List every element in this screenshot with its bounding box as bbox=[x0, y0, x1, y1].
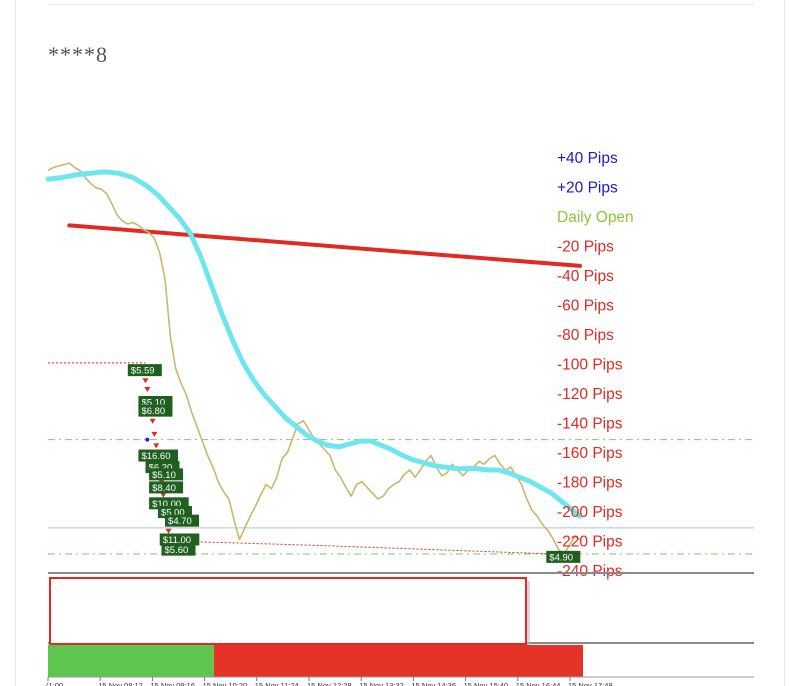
pip-level-label: -160 Pips bbox=[557, 445, 623, 462]
pip-level-label: -20 Pips bbox=[557, 239, 614, 256]
profit-tag-label: $16.60 bbox=[141, 451, 170, 462]
info-box bbox=[49, 577, 527, 645]
profit-tag-background bbox=[165, 514, 200, 527]
pip-level-label: +40 Pips bbox=[557, 150, 618, 167]
trade-connector-line bbox=[168, 540, 552, 555]
sell-marker bbox=[142, 378, 149, 384]
red-bar-segment bbox=[213, 645, 583, 677]
pip-level-label: -120 Pips bbox=[557, 386, 623, 403]
profit-tag: $4.70 bbox=[165, 514, 200, 527]
profit-tag: $5.60 bbox=[161, 543, 196, 556]
profit-tag-label: $5.59 bbox=[131, 366, 155, 377]
profit-tag-background bbox=[159, 533, 200, 546]
moving-average-line bbox=[45, 169, 583, 519]
profit-tag: $11.00 bbox=[159, 533, 200, 546]
profit-tag-label: $6.80 bbox=[141, 406, 165, 417]
post-caption: ****8 bbox=[48, 42, 108, 67]
x-tick-label: 15 Nov 16:44 bbox=[516, 681, 561, 686]
profit-tag-label: $11.00 bbox=[163, 535, 191, 546]
profit-tag: $6.80 bbox=[138, 404, 173, 417]
profit-tag-background bbox=[127, 364, 162, 377]
profit-tag-label: $4.90 bbox=[549, 552, 573, 563]
x-tick-label: (1:00 bbox=[46, 681, 63, 686]
x-tick-label: 15 Nov 11:24 bbox=[255, 681, 299, 686]
profit-tag-label: $4.70 bbox=[168, 516, 192, 527]
profit-tag-label: $5.60 bbox=[164, 545, 188, 556]
profit-tag: $5.59 bbox=[127, 364, 162, 377]
pip-level-label: -180 Pips bbox=[557, 475, 623, 492]
trend-line bbox=[67, 223, 582, 268]
profit-tag: $5.10 bbox=[149, 468, 184, 481]
pip-level-label: Daily Open bbox=[557, 209, 634, 226]
green-bar-segment bbox=[48, 645, 214, 677]
profit-tag-label: $5.10 bbox=[152, 470, 176, 481]
x-tick-label: 15 Nov 15:40 bbox=[464, 681, 509, 686]
profit-tag-background bbox=[138, 449, 179, 462]
pip-level-label: -220 Pips bbox=[557, 534, 623, 551]
pip-level-label: -200 Pips bbox=[557, 504, 623, 521]
sell-marker bbox=[165, 528, 172, 534]
x-tick-label: 15 Nov 13:32 bbox=[359, 681, 404, 686]
left-page-border bbox=[15, 0, 16, 686]
x-tick-label: 15 Nov 14:36 bbox=[411, 681, 456, 686]
pip-level-label: -240 Pips bbox=[557, 563, 623, 580]
profit-tag-background bbox=[149, 468, 184, 481]
profit-tag: $16.60 bbox=[138, 449, 179, 462]
sell-marker bbox=[149, 418, 156, 424]
profit-tag: $4.90 bbox=[546, 550, 581, 563]
sell-marker bbox=[144, 386, 151, 392]
sell-marker bbox=[153, 443, 160, 449]
profit-tag-label: $6.20 bbox=[149, 463, 173, 474]
sell-marker bbox=[160, 492, 167, 498]
x-tick-label: 15 Nov 09:16 bbox=[150, 681, 195, 686]
profit-tag-label: $5.10 bbox=[141, 397, 165, 408]
pip-level-label: -140 Pips bbox=[557, 416, 623, 433]
pip-level-label: -40 Pips bbox=[557, 268, 614, 285]
profit-tag-label: $8.40 bbox=[152, 483, 176, 494]
profit-tag-background bbox=[138, 404, 173, 417]
x-tick-label: 15 Nov 12:28 bbox=[307, 681, 352, 686]
top-divider bbox=[48, 4, 754, 5]
entry-marker bbox=[145, 437, 150, 442]
profit-tag-label: $5.00 bbox=[161, 507, 185, 518]
profit-tag-label: $10.00 bbox=[152, 499, 181, 510]
sell-marker bbox=[151, 431, 158, 437]
x-tick-label: 15 Nov 08:12 bbox=[98, 681, 143, 686]
pip-level-label: -100 Pips bbox=[557, 357, 623, 374]
profit-tag: $8.40 bbox=[149, 481, 184, 494]
right-page-border bbox=[784, 0, 785, 686]
x-tick-label: 15 Nov 17:48 bbox=[568, 681, 613, 686]
profit-tag-background bbox=[546, 550, 581, 563]
pip-level-label: -60 Pips bbox=[557, 298, 614, 315]
profit-tag-background bbox=[161, 543, 196, 556]
x-tick-label: 15 Nov 10:20 bbox=[203, 681, 248, 686]
pip-level-label: +20 Pips bbox=[557, 180, 618, 197]
pip-level-label: -80 Pips bbox=[557, 327, 614, 344]
profit-tag-background bbox=[149, 481, 184, 494]
